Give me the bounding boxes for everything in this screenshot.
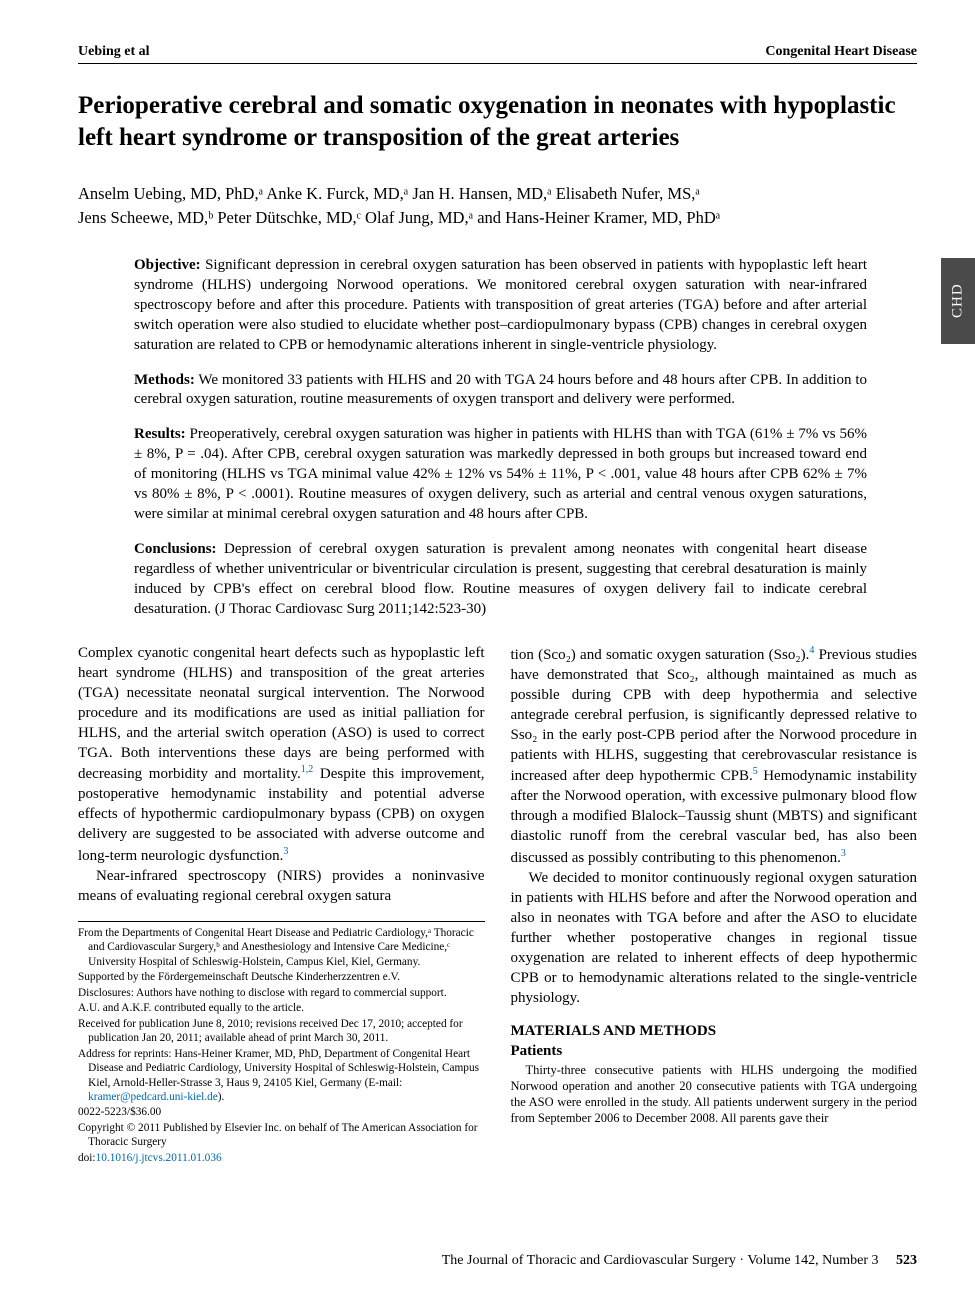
intro-paragraph-1: Complex cyanotic congenital heart defect… — [78, 644, 485, 867]
running-head-left: Uebing et al — [78, 44, 150, 60]
section-tab: CHD — [941, 258, 975, 344]
citation-ref[interactable]: 3 — [841, 848, 846, 859]
abstract-results-text: Preoperatively, cerebral oxygen saturati… — [134, 426, 867, 522]
affil-copyright: Copyright © 2011 Published by Elsevier I… — [78, 1121, 485, 1150]
materials-heading: MATERIALS AND METHODS — [511, 1022, 918, 1042]
affil-doi: doi:10.1016/j.jtcvs.2011.01.036 — [78, 1151, 485, 1165]
patients-text: Thirty-three consecutive patients with H… — [511, 1062, 918, 1127]
affil-reprints: Address for reprints: Hans-Heiner Kramer… — [78, 1047, 485, 1105]
abstract-results: Results: Preoperatively, cerebral oxygen… — [134, 425, 867, 525]
intro-paragraph-2-lead: Near-infrared spectroscopy (NIRS) provid… — [78, 867, 485, 907]
abstract-objective-label: Objective: — [134, 257, 201, 273]
abstract-methods: Methods: We monitored 33 patients with H… — [134, 371, 867, 411]
abstract: Objective: Significant depression in cer… — [134, 256, 867, 620]
affil-dates: Received for publication June 8, 2010; r… — [78, 1017, 485, 1046]
patients-heading: Patients — [511, 1042, 918, 1062]
affil-email-link[interactable]: kramer@pedcard.uni-kiel.de — [88, 1091, 218, 1103]
affil-disclosures: Disclosures: Authors have nothing to dis… — [78, 986, 485, 1000]
doi-link[interactable]: 10.1016/j.jtcvs.2011.01.036 — [96, 1152, 222, 1164]
running-head-right: Congenital Heart Disease — [765, 44, 917, 60]
authors-line-1: Anselm Uebing, MD, PhD,ᵃ Anke K. Furck, … — [78, 182, 898, 206]
citation-ref[interactable]: 3 — [283, 846, 288, 857]
running-head: Uebing et al Congenital Heart Disease — [78, 44, 917, 64]
abstract-conclusions-label: Conclusions: — [134, 541, 217, 557]
abstract-results-label: Results: — [134, 426, 186, 442]
abstract-conclusions: Conclusions: Depression of cerebral oxyg… — [134, 540, 867, 620]
abstract-objective-text: Significant depression in cerebral oxyge… — [134, 257, 867, 353]
article-title: Perioperative cerebral and somatic oxyge… — [78, 90, 917, 154]
abstract-methods-label: Methods: — [134, 372, 195, 388]
page-footer: The Journal of Thoracic and Cardiovascul… — [78, 1253, 917, 1269]
body-columns: Complex cyanotic congenital heart defect… — [78, 644, 917, 1165]
abstract-conclusions-text: Depression of cerebral oxygen saturation… — [134, 541, 867, 617]
affil-support: Supported by the Fördergemeinschaft Deut… — [78, 970, 485, 984]
intro-paragraph-3: We decided to monitor continuously regio… — [511, 869, 918, 1009]
citation-ref[interactable]: 1,2 — [301, 764, 314, 775]
abstract-objective: Objective: Significant depression in cer… — [134, 256, 867, 356]
intro-paragraph-2-cont: tion (Sco₂) and somatic oxygen saturatio… — [511, 644, 918, 869]
footer-page-number: 523 — [896, 1253, 917, 1268]
authors-block: Anselm Uebing, MD, PhD,ᵃ Anke K. Furck, … — [78, 182, 898, 230]
footer-journal: The Journal of Thoracic and Cardiovascul… — [442, 1253, 879, 1268]
affiliations-block: From the Departments of Congenital Heart… — [78, 921, 485, 1165]
affil-contrib: A.U. and A.K.F. contributed equally to t… — [78, 1001, 485, 1015]
affil-code: 0022-5223/$36.00 — [78, 1105, 485, 1119]
affil-from: From the Departments of Congenital Heart… — [78, 926, 485, 969]
authors-line-2: Jens Scheewe, MD,ᵇ Peter Dütschke, MD,ᶜ … — [78, 206, 898, 230]
abstract-methods-text: We monitored 33 patients with HLHS and 2… — [134, 372, 867, 408]
